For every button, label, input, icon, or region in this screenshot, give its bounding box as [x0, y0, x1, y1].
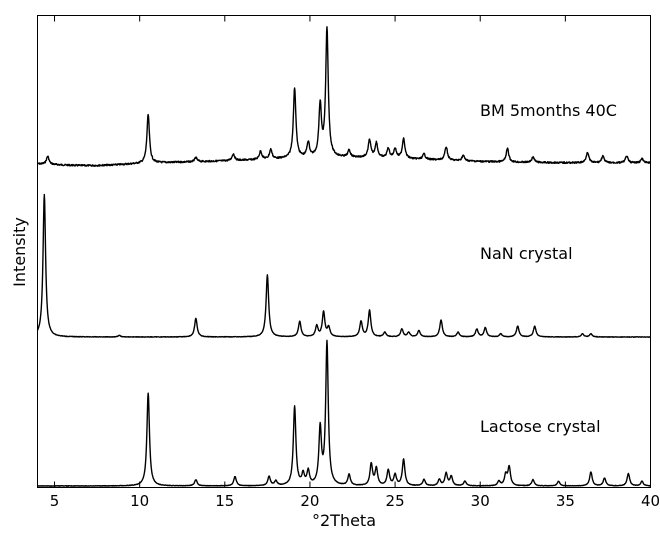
y-axis-title: Intensity [10, 217, 29, 287]
x-tick-label-30: 30 [471, 492, 490, 510]
series-line-2 [36, 339, 652, 487]
series-label-2: Lactose crystal [480, 417, 601, 436]
x-tick-label-20: 20 [300, 492, 319, 510]
x-tick-label-10: 10 [130, 492, 149, 510]
x-tick-label-5: 5 [50, 492, 60, 510]
x-axis-title: °2Theta [312, 511, 376, 529]
series-line-1 [36, 193, 651, 338]
x-tick-label-40: 40 [641, 492, 660, 510]
series-label-layer: BM 5months 40C NaN crystal Lactose crystal [480, 101, 617, 436]
x-tick-label-35: 35 [556, 492, 575, 510]
x-tick-label-15: 15 [215, 492, 234, 510]
plot-frame [37, 15, 651, 488]
series-line-0 [37, 26, 652, 167]
series-label-1: NaN crystal [480, 244, 573, 263]
series-label-0: BM 5months 40C [480, 101, 617, 120]
x-tick-label-25: 25 [386, 492, 405, 510]
x-tick-layer: 5 10 15 20 25 30 35 40 [50, 15, 660, 510]
